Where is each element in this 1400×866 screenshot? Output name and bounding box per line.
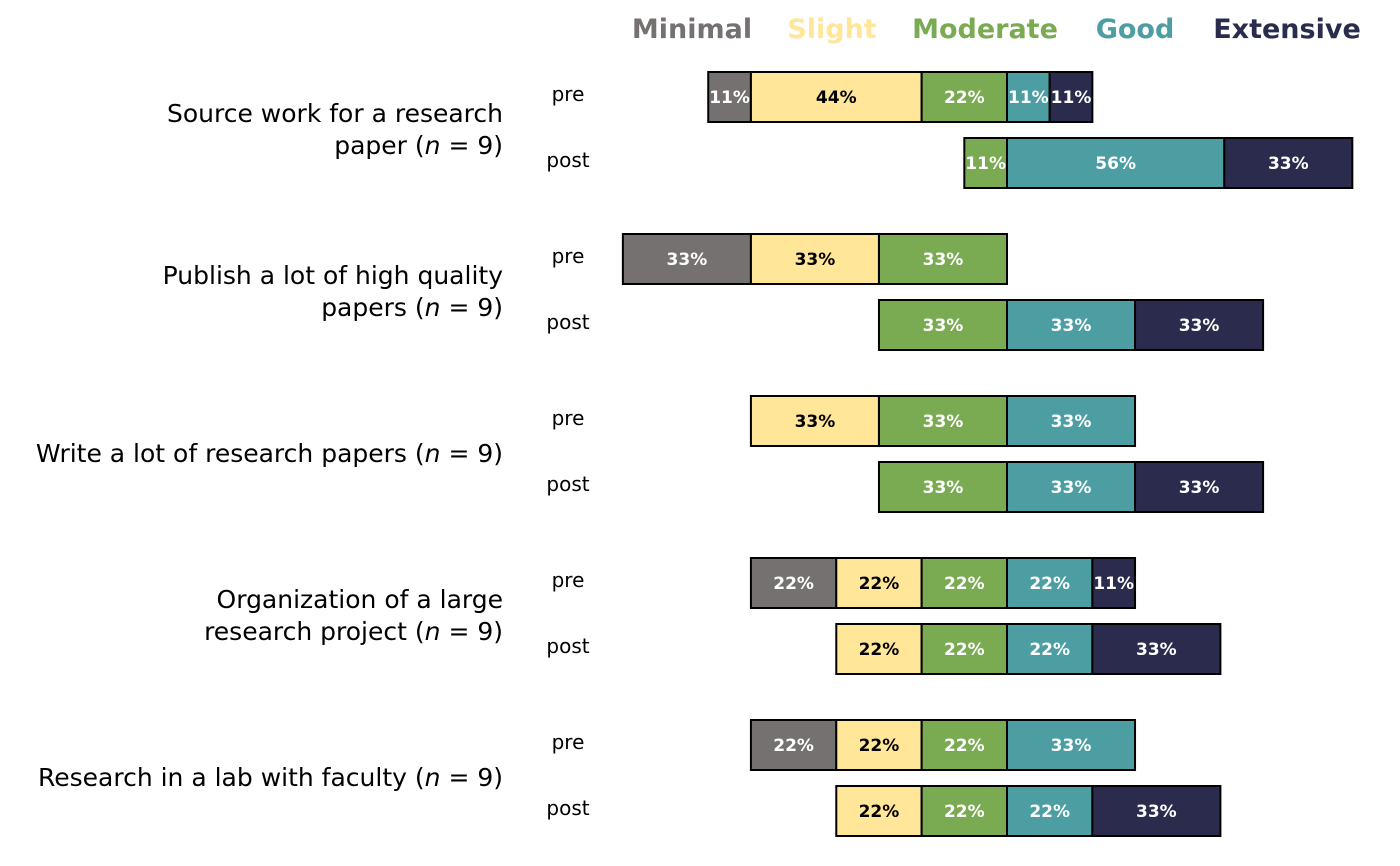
phase-label-post: post <box>546 310 589 334</box>
data-label: 33% <box>923 478 964 498</box>
bar-segment-minimal <box>707 71 752 123</box>
data-label: 33% <box>795 412 836 432</box>
bar-segment-minimal <box>621 233 752 285</box>
bar-segment-moderate <box>877 299 1009 351</box>
bar-segment-extensive <box>1091 623 1222 675</box>
data-label: 44% <box>816 88 857 108</box>
phase-label-pre: pre <box>552 406 585 430</box>
bar-segment-good <box>1006 395 1137 447</box>
data-label: 33% <box>1136 640 1177 660</box>
bar-segment-extensive <box>1134 299 1265 351</box>
item-group: Research in a lab with faculty (n = 9) pr… <box>38 719 1222 837</box>
item-label: Publish a lot of high quality <box>163 261 504 290</box>
data-label: 22% <box>1029 640 1070 660</box>
bar-segment-extensive <box>1091 785 1222 837</box>
data-label: 33% <box>1051 478 1092 498</box>
item-label: Write a lot of research papers (n = 9) <box>36 439 503 468</box>
bar-segment-moderate <box>877 233 1009 285</box>
data-label: 33% <box>795 250 836 270</box>
bar-segment-moderate <box>963 137 1009 189</box>
data-label: 11% <box>1093 574 1134 594</box>
item-group: Publish a lot of high quality papers (n =… <box>163 233 1265 351</box>
bar-segment-moderate <box>920 71 1009 123</box>
item-label: Source work for a research <box>167 99 503 128</box>
item-group: Source work for a research paper (n = 9) p… <box>167 71 1354 189</box>
phase-label-pre: pre <box>552 568 585 592</box>
data-label: 11% <box>1051 88 1092 108</box>
bar-segment-extensive <box>1091 557 1137 609</box>
data-label: 22% <box>859 802 900 822</box>
bar-segment-moderate <box>877 395 1009 447</box>
data-label: 56% <box>1095 154 1136 174</box>
bar-segment-good <box>1006 623 1094 675</box>
bar-segment-moderate <box>920 623 1009 675</box>
item-label: paper (n = 9) <box>334 131 503 160</box>
data-label: 22% <box>944 802 985 822</box>
chart-items: Source work for a research paper (n = 9) p… <box>36 71 1354 837</box>
bar-segment-slight <box>749 71 923 123</box>
phase-label-pre: pre <box>552 82 585 106</box>
bar-segment-minimal <box>749 557 838 609</box>
bar-segment-good <box>1006 785 1094 837</box>
data-label: 22% <box>773 736 814 756</box>
bar-segment-slight <box>835 557 923 609</box>
item-label: research project (n = 9) <box>204 617 503 646</box>
data-label: 22% <box>859 736 900 756</box>
item-group: Write a lot of research papers (n = 9) pr… <box>36 395 1265 513</box>
bar-segment-good <box>1006 137 1226 189</box>
legend-item-slight: Slight <box>787 14 877 45</box>
data-label: 33% <box>1179 478 1220 498</box>
data-label: 11% <box>965 154 1006 174</box>
data-label: 22% <box>944 640 985 660</box>
bar-segment-good <box>1006 719 1137 771</box>
data-label: 33% <box>1268 154 1309 174</box>
phase-label-post: post <box>546 472 589 496</box>
bar-segment-moderate <box>920 785 1009 837</box>
bar-segment-extensive <box>1048 71 1094 123</box>
bar-segment-good <box>1006 299 1137 351</box>
data-label: 22% <box>944 88 985 108</box>
legend: Minimal Slight Moderate Good Extensive <box>632 14 1361 45</box>
data-label: 22% <box>944 574 985 594</box>
data-label: 33% <box>1051 736 1092 756</box>
phase-label-post: post <box>546 148 589 172</box>
data-label: 33% <box>923 316 964 336</box>
data-label: 22% <box>859 574 900 594</box>
phase-label-post: post <box>546 634 589 658</box>
item-group: Organization of a large research project … <box>204 557 1222 675</box>
data-label: 22% <box>1029 574 1070 594</box>
data-label: 33% <box>1051 412 1092 432</box>
data-label: 22% <box>1029 802 1070 822</box>
legend-item-extensive: Extensive <box>1213 14 1361 45</box>
bar-segment-extensive <box>1134 461 1265 513</box>
legend-item-moderate: Moderate <box>912 14 1058 45</box>
item-label: papers (n = 9) <box>321 293 503 322</box>
phase-label-post: post <box>546 796 589 820</box>
legend-item-good: Good <box>1096 14 1175 45</box>
item-label: Organization of a large <box>217 585 503 614</box>
bar-segment-extensive <box>1223 137 1354 189</box>
bar-segment-slight <box>749 233 880 285</box>
data-label: 33% <box>1179 316 1220 336</box>
data-label: 22% <box>944 736 985 756</box>
bar-segment-moderate <box>920 557 1009 609</box>
data-label: 33% <box>923 412 964 432</box>
phase-label-pre: pre <box>552 244 585 268</box>
data-label: 33% <box>923 250 964 270</box>
item-label: Research in a lab with faculty (n = 9) <box>38 763 503 792</box>
data-label: 11% <box>709 88 750 108</box>
data-label: 22% <box>773 574 814 594</box>
data-label: 33% <box>1051 316 1092 336</box>
phase-label-pre: pre <box>552 730 585 754</box>
data-label: 33% <box>1136 802 1177 822</box>
bar-segment-slight <box>835 785 923 837</box>
bar-segment-slight <box>835 719 923 771</box>
data-label: 33% <box>667 250 708 270</box>
bar-segment-moderate <box>877 461 1009 513</box>
data-label: 22% <box>859 640 900 660</box>
data-label: 11% <box>1008 88 1049 108</box>
legend-item-minimal: Minimal <box>632 14 752 45</box>
bar-segment-good <box>1006 461 1137 513</box>
